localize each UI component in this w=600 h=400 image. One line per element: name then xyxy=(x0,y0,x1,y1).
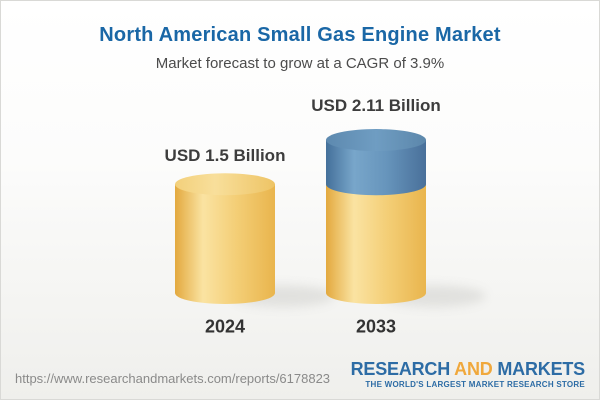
cylinder-segment xyxy=(326,140,426,196)
cylinder-segment xyxy=(326,184,426,304)
cylinder-top xyxy=(175,173,275,196)
chart-subtitle: Market forecast to grow at a CAGR of 3.9… xyxy=(155,55,445,72)
logo-word-and: AND xyxy=(454,359,493,379)
chart-title: North American Small Gas Engine Market xyxy=(99,24,501,46)
cylinder-2024 xyxy=(175,173,335,307)
logo-tagline: THE WORLD'S LARGEST MARKET RESEARCH STOR… xyxy=(365,380,585,389)
category-label-2033: 2033 xyxy=(355,316,397,337)
category-label-2024: 2024 xyxy=(204,316,246,337)
report-url[interactable]: https://www.researchandmarkets.com/repor… xyxy=(15,371,331,386)
value-label-2033: USD 2.11 Billion xyxy=(311,96,441,115)
logo-word-markets: MARKETS xyxy=(497,359,585,379)
cylinder-top xyxy=(326,129,426,152)
value-label-2024: USD 1.5 Billion xyxy=(164,146,286,165)
cylinder-2033 xyxy=(326,129,486,307)
research-and-markets-logo: RESEARCH AND MARKETS THE WORLD'S LARGEST… xyxy=(350,359,586,389)
logo-wordmark: RESEARCH AND MARKETS xyxy=(350,359,586,379)
logo-word-research: RESEARCH xyxy=(350,359,451,379)
cylinder-segment xyxy=(175,184,275,304)
